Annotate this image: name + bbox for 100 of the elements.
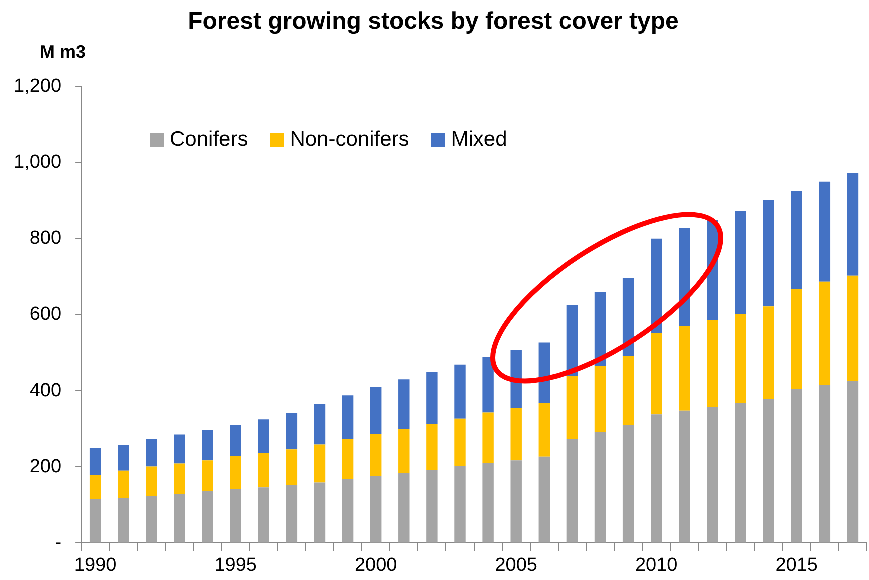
legend-label: Mixed	[451, 128, 508, 152]
bar	[679, 228, 690, 326]
bar	[482, 462, 494, 543]
legend-label: Non-conifers	[290, 128, 410, 152]
bar	[202, 491, 214, 543]
y-tick-label: 800	[30, 228, 62, 250]
bar	[566, 439, 578, 543]
bar	[651, 238, 662, 334]
bar	[258, 453, 270, 488]
bar	[258, 488, 270, 543]
bar	[342, 438, 354, 480]
x-tick-label: 2010	[635, 554, 678, 576]
bar	[398, 473, 410, 543]
bar	[482, 412, 494, 463]
bar	[594, 366, 606, 433]
bar	[622, 278, 634, 356]
bar	[118, 445, 130, 471]
bar	[146, 496, 158, 543]
bar	[651, 333, 662, 415]
bar	[735, 403, 746, 543]
y-axis-title: M m3	[40, 42, 86, 63]
bar	[174, 434, 186, 464]
x-tick-label: 2000	[354, 554, 398, 576]
bar	[594, 292, 606, 366]
bar	[594, 432, 606, 543]
bar	[847, 382, 859, 543]
bar	[370, 476, 382, 543]
bar	[90, 448, 102, 476]
bar	[819, 282, 831, 386]
bar	[707, 320, 718, 408]
bar	[398, 429, 410, 474]
bar	[314, 444, 326, 483]
bar	[651, 414, 662, 543]
bar	[847, 276, 859, 382]
bar	[707, 407, 718, 543]
bar	[230, 425, 242, 456]
bar	[370, 434, 382, 476]
y-tick-label: 400	[30, 380, 62, 402]
bar	[510, 408, 522, 461]
bar	[791, 191, 802, 290]
bar	[230, 456, 242, 490]
bar	[622, 425, 634, 543]
bar	[791, 289, 802, 390]
bar	[538, 403, 550, 457]
x-tick-label: 2005	[495, 554, 538, 576]
bar	[342, 479, 354, 543]
y-tick-label: 1,200	[14, 76, 62, 98]
bar	[314, 404, 326, 445]
bar	[454, 466, 466, 543]
bar	[763, 306, 774, 400]
bar	[735, 314, 746, 404]
y-tick-label: 1,000	[14, 152, 62, 174]
bar	[679, 326, 690, 411]
bar	[90, 499, 102, 543]
bar	[174, 494, 186, 543]
bar	[118, 470, 130, 498]
bar	[679, 410, 690, 543]
bar	[258, 420, 270, 454]
y-tick-label: 600	[30, 304, 62, 326]
bar	[847, 173, 859, 276]
bar	[146, 466, 158, 496]
bar	[538, 456, 550, 543]
bar	[735, 212, 746, 314]
bar	[90, 475, 102, 500]
bar	[763, 399, 774, 543]
y-tick-label: 200	[30, 456, 62, 478]
chart-title: Forest growing stocks by forest cover type	[188, 8, 679, 36]
y-tick-label: -	[55, 532, 62, 554]
bar	[482, 357, 494, 413]
bar	[622, 356, 634, 426]
bar	[510, 460, 522, 543]
bar	[230, 489, 242, 543]
bar	[314, 482, 326, 543]
bar	[202, 460, 214, 492]
bar	[398, 380, 410, 430]
bar	[370, 387, 382, 434]
bar	[566, 376, 578, 440]
bar	[342, 396, 354, 439]
bar	[763, 200, 774, 307]
x-tick-label: 1990	[74, 554, 117, 576]
bar	[118, 498, 130, 543]
x-tick-label: 2015	[776, 554, 818, 576]
bar	[146, 439, 158, 467]
x-tick-label: 1995	[214, 554, 257, 576]
bar	[819, 385, 831, 543]
bar	[286, 413, 298, 450]
legend-label: Conifers	[170, 128, 248, 152]
bar	[286, 450, 298, 486]
bar	[510, 350, 522, 409]
bar	[791, 389, 802, 543]
bar	[454, 418, 466, 466]
bar	[426, 372, 438, 425]
bar	[566, 305, 578, 376]
bar	[426, 470, 438, 543]
bar	[174, 464, 186, 494]
bar	[454, 364, 466, 419]
bar	[426, 424, 438, 471]
bar	[202, 430, 214, 461]
bar	[286, 485, 298, 543]
bar	[819, 182, 831, 282]
